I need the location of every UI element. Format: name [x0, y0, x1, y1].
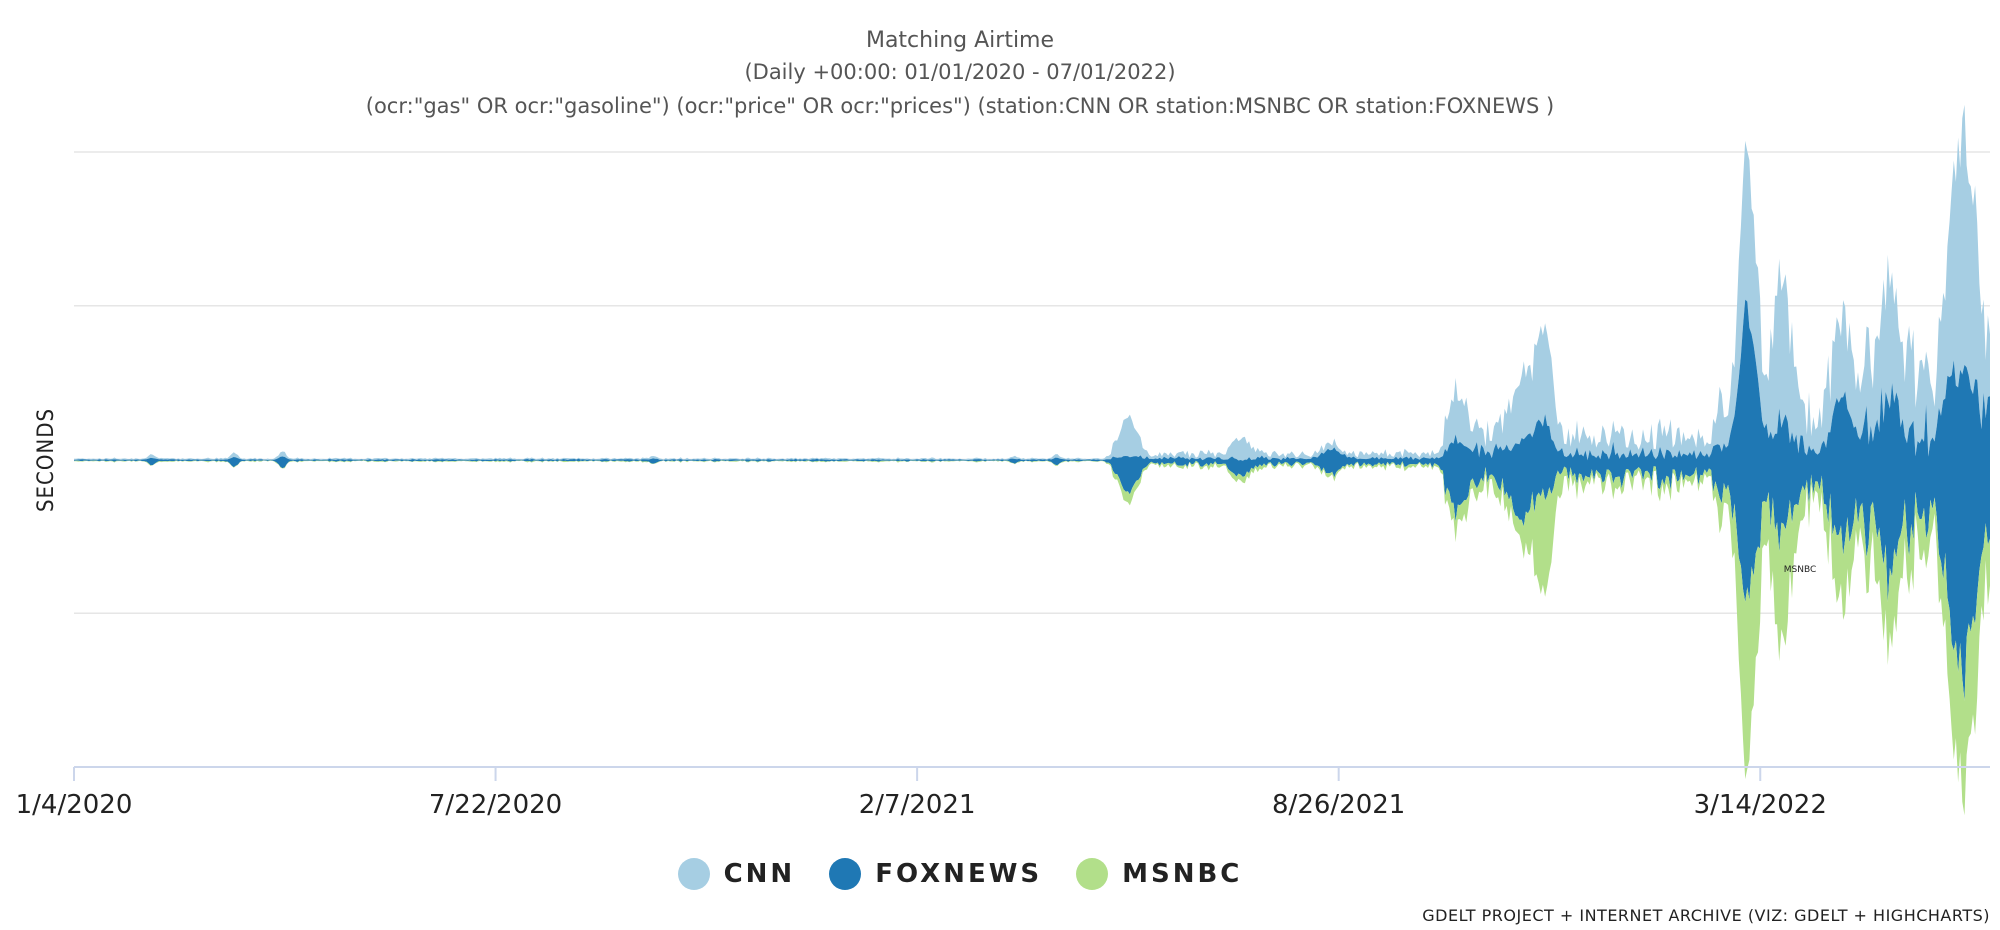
legend-swatch-cnn: [677, 858, 710, 890]
series-annotation: MSNBC: [1784, 565, 1817, 575]
x-axis-ticks: 1/4/2020 7/22/2020 2/7/2021 8/26/2021 3/14/2…: [16, 767, 1827, 820]
chart-subtitle-query: (ocr:"gas" OR ocr:"gasoline") (ocr:"pric…: [365, 94, 1555, 118]
x-tick-label: 8/26/2021: [1272, 790, 1405, 820]
legend-item-msnbc[interactable]: MSNBC: [1076, 858, 1242, 890]
legend-label-msnbc: MSNBC: [1122, 859, 1243, 889]
stream-area-cnn: [74, 104, 1990, 461]
stream-area-msnbc: [74, 460, 1990, 816]
y-axis-label: SECONDS: [34, 408, 59, 512]
legend-label-foxnews: FOXNEWS: [875, 859, 1043, 889]
chart-title: Matching Airtime: [865, 28, 1055, 53]
x-tick-label: 7/22/2020: [429, 790, 562, 820]
stream-areas: [74, 104, 1990, 816]
x-tick-label: 3/14/2022: [1694, 790, 1827, 820]
x-tick-label: 2/7/2021: [859, 790, 976, 820]
legend-item-foxnews[interactable]: FOXNEWS: [829, 858, 1042, 890]
legend-item-cnn[interactable]: CNN: [677, 858, 796, 890]
stream-area-foxnews: [74, 299, 1990, 702]
legend-label-cnn: CNN: [723, 859, 796, 889]
legend-swatch-msnbc: [1076, 858, 1109, 890]
chart-subtitle-date-range: (Daily +00:00: 01/01/2020 - 07/01/2022): [744, 60, 1176, 84]
legend-swatch-foxnews: [829, 858, 862, 890]
grid-lines: [74, 151, 1990, 614]
chart-credits: GDELT PROJECT + INTERNET ARCHIVE (VIZ: G…: [1422, 906, 1990, 925]
legend: CNN FOXNEWS MSNBC: [0, 858, 1920, 890]
x-tick-label: 1/4/2020: [16, 790, 133, 820]
